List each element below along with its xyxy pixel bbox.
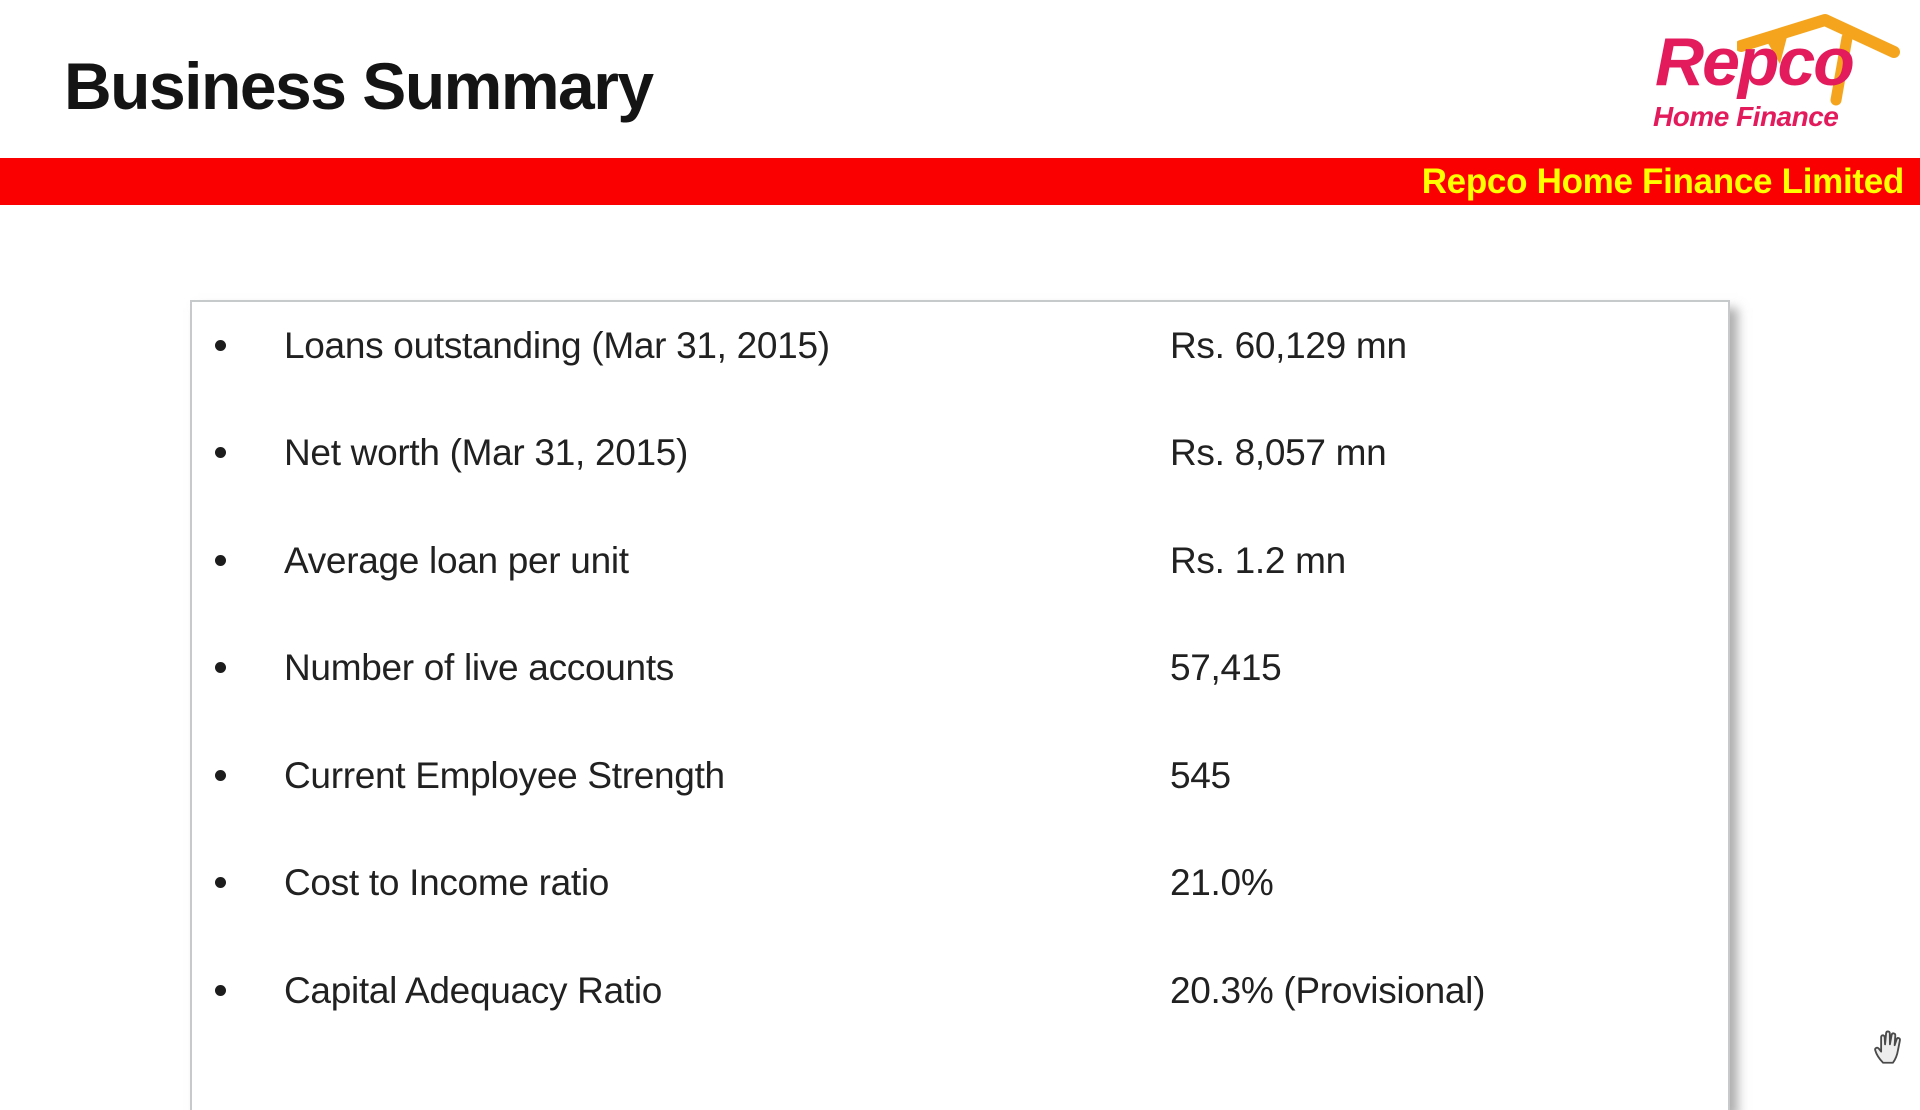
bullet-icon bbox=[215, 447, 226, 459]
logo-tagline-text: Home Finance bbox=[1653, 101, 1839, 132]
bullet-icon bbox=[215, 554, 226, 566]
summary-row: Capital Adequacy Ratio 20.3% (Provisiona… bbox=[192, 937, 1728, 1045]
summary-label: Net worth (Mar 31, 2015) bbox=[284, 432, 689, 474]
bullet-icon bbox=[215, 984, 226, 996]
bullet-icon bbox=[215, 877, 226, 889]
summary-value: Rs. 8,057 mn bbox=[1170, 432, 1387, 474]
summary-list: Loans outstanding (Mar 31, 2015) Rs. 60,… bbox=[192, 292, 1728, 1045]
summary-label: Cost to Income ratio bbox=[284, 862, 610, 904]
summary-row: Current Employee Strength 545 bbox=[192, 722, 1728, 830]
company-banner: Repco Home Finance Limited bbox=[0, 158, 1920, 205]
summary-label: Loans outstanding (Mar 31, 2015) bbox=[284, 324, 830, 366]
logo-brand-text: Repco bbox=[1655, 24, 1855, 100]
open-hand-cursor bbox=[1874, 1030, 1901, 1064]
summary-value: 20.3% (Provisional) bbox=[1170, 969, 1486, 1011]
summary-row: Loans outstanding (Mar 31, 2015) Rs. 60,… bbox=[192, 292, 1728, 400]
summary-label: Average loan per unit bbox=[284, 539, 629, 581]
summary-value: 545 bbox=[1170, 754, 1231, 796]
bullet-icon bbox=[215, 662, 226, 674]
company-banner-text: Repco Home Finance Limited bbox=[1421, 161, 1905, 201]
summary-label: Number of live accounts bbox=[284, 647, 675, 689]
summary-panel: Loans outstanding (Mar 31, 2015) Rs. 60,… bbox=[190, 300, 1730, 1110]
repco-logo: Repco Home Finance bbox=[1645, 4, 1915, 154]
summary-value: Rs. 60,129 mn bbox=[1170, 324, 1407, 366]
summary-row: Average loan per unit Rs. 1.2 mn bbox=[192, 507, 1728, 615]
bullet-icon bbox=[215, 339, 226, 351]
summary-row: Number of live accounts 57,415 bbox=[192, 615, 1728, 723]
roof-icon bbox=[1737, 14, 1900, 106]
bullet-icon bbox=[215, 769, 226, 781]
summary-row: Net worth (Mar 31, 2015) Rs. 8,057 mn bbox=[192, 400, 1728, 508]
page-title: Business Summary bbox=[64, 49, 654, 123]
summary-value: 57,415 bbox=[1170, 647, 1282, 689]
summary-value: Rs. 1.2 mn bbox=[1170, 539, 1346, 581]
summary-label: Current Employee Strength bbox=[284, 754, 725, 796]
summary-label: Capital Adequacy Ratio bbox=[284, 969, 663, 1011]
summary-row: Cost to Income ratio 21.0% bbox=[192, 830, 1728, 938]
summary-value: 21.0% bbox=[1170, 862, 1274, 904]
